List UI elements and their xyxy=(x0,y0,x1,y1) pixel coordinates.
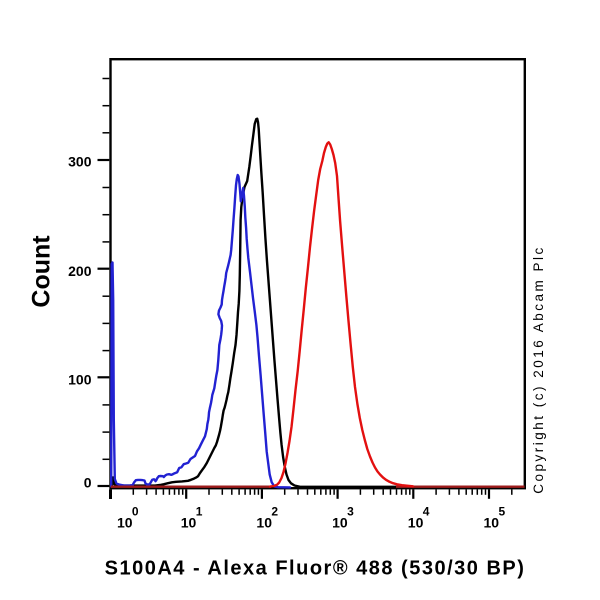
svg-text:0: 0 xyxy=(132,505,139,519)
svg-text:100: 100 xyxy=(68,371,92,387)
svg-text:S100A4 - Alexa Fluor® 488 (530: S100A4 - Alexa Fluor® 488 (530/30 BP) xyxy=(105,558,526,580)
svg-text:10: 10 xyxy=(332,515,348,531)
svg-text:0: 0 xyxy=(84,475,92,491)
svg-text:10: 10 xyxy=(408,515,424,531)
svg-text:300: 300 xyxy=(68,154,92,170)
svg-text:10: 10 xyxy=(484,515,500,531)
svg-text:Copyright (c) 2016 Abcam Plc: Copyright (c) 2016 Abcam Plc xyxy=(531,245,546,494)
svg-text:1: 1 xyxy=(196,505,203,519)
svg-text:10: 10 xyxy=(117,515,133,531)
svg-text:10: 10 xyxy=(256,515,272,531)
svg-text:10: 10 xyxy=(181,515,197,531)
svg-text:3: 3 xyxy=(347,505,354,519)
svg-text:2: 2 xyxy=(271,505,278,519)
svg-text:200: 200 xyxy=(68,263,92,279)
svg-text:5: 5 xyxy=(499,505,506,519)
svg-text:4: 4 xyxy=(423,505,430,519)
svg-text:Count: Count xyxy=(28,235,56,308)
